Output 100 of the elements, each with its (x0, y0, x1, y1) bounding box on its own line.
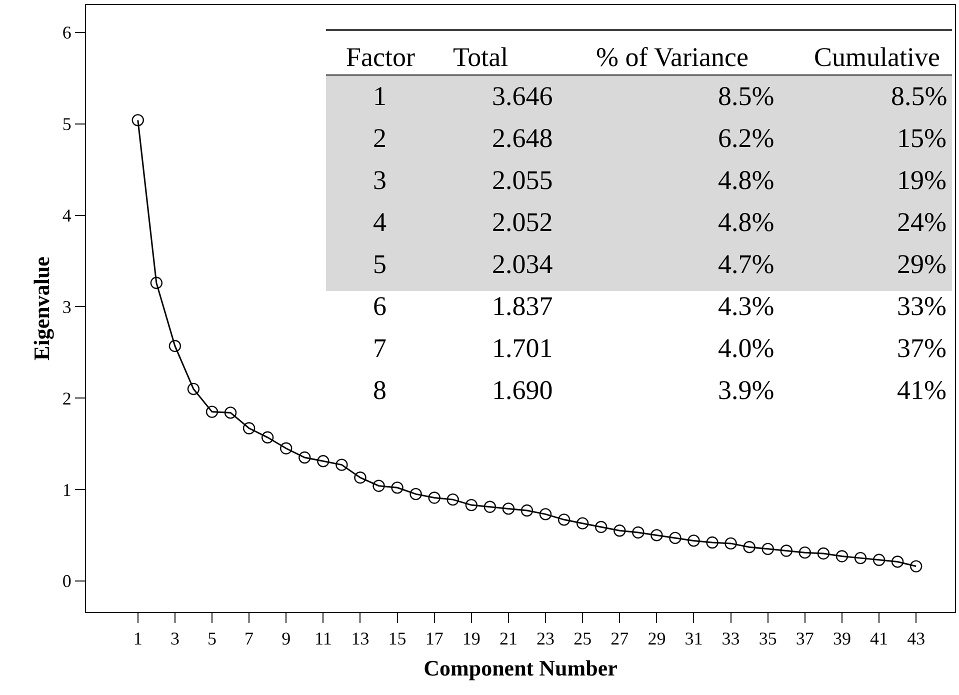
annotation: 37% (897, 333, 946, 363)
annotation: 6 (373, 291, 386, 321)
x-tick-label: 19 (462, 628, 480, 649)
point (650, 529, 663, 542)
point (502, 502, 515, 515)
annotation: 4.3% (718, 291, 774, 321)
point (762, 542, 774, 556)
annotation: 15% (897, 123, 946, 153)
point (150, 276, 163, 289)
point (539, 508, 552, 520)
x-tick-label: 25 (574, 628, 592, 649)
point (780, 544, 792, 557)
y-tick-label: 3 (62, 296, 72, 317)
y-tick-label: 6 (62, 22, 72, 43)
x-tick-label: 37 (796, 628, 814, 649)
annotation: 4.8% (718, 207, 774, 237)
x-tick-label: 17 (425, 628, 444, 649)
point (520, 504, 534, 517)
annotation: 8 (373, 375, 386, 405)
annotation: 8.5% (891, 81, 948, 111)
annotation: 4 (373, 207, 387, 237)
y-tick-label: 0 (62, 571, 72, 592)
x-tick-label: 31 (684, 628, 703, 649)
y-tick-label: 5 (62, 114, 72, 134)
point (224, 406, 237, 419)
x-tick-label: 9 (282, 628, 291, 649)
annotation: 19% (897, 165, 946, 195)
y-axis-title: Eigenvalue (29, 256, 54, 360)
point (391, 482, 404, 494)
point (261, 431, 274, 444)
annotation: 29% (897, 249, 946, 279)
point (372, 480, 385, 492)
annotation: 2.034 (492, 249, 554, 279)
annotation: 3.646 (492, 81, 553, 111)
point (614, 524, 626, 537)
x-tick-label: 5 (208, 628, 216, 649)
annotation: 1 (373, 81, 386, 111)
point (336, 458, 348, 471)
x-tick-label: 21 (499, 628, 518, 649)
point (724, 537, 737, 550)
point (168, 340, 182, 352)
annotation: 8.5% (718, 81, 774, 111)
point (428, 492, 440, 504)
point (280, 442, 292, 454)
annotation: % of Variance (596, 42, 748, 72)
y-tick-label: 2 (62, 388, 72, 408)
annotation: 2.648 (492, 123, 553, 153)
x-tick-label: 43 (907, 628, 926, 649)
point (854, 552, 867, 564)
annotation: 4.7% (718, 249, 774, 279)
point (891, 556, 904, 568)
point (669, 532, 682, 544)
point (298, 451, 311, 464)
x-tick-label: 13 (351, 628, 370, 649)
annotation: 1.690 (492, 375, 553, 405)
y-tick-label: 1 (62, 480, 72, 500)
point (706, 536, 718, 549)
point (484, 500, 496, 513)
annotation: Total (453, 42, 508, 72)
point (817, 547, 830, 560)
point (317, 455, 330, 468)
point (836, 550, 848, 562)
x-tick-label: 15 (388, 628, 406, 649)
point (743, 540, 756, 554)
point (242, 422, 256, 434)
x-tick-label: 23 (536, 628, 555, 649)
annotation: 6.2% (718, 123, 774, 153)
point (354, 472, 366, 484)
annotation: 1.837 (492, 291, 553, 321)
x-tick-label: 27 (610, 628, 629, 649)
annotation: 2 (373, 123, 386, 153)
x-tick-label: 33 (722, 628, 740, 649)
x-tick-label: 7 (244, 628, 254, 649)
point (576, 517, 589, 530)
annotation: 33% (897, 291, 946, 321)
annotation: Cumulative (814, 42, 940, 72)
x-tick-label: 1 (133, 628, 142, 649)
annotation: 7 (373, 333, 386, 363)
annotation: 4.0% (718, 333, 774, 363)
point (595, 520, 608, 534)
point (187, 382, 200, 396)
x-tick-label: 41 (870, 628, 888, 649)
point (206, 406, 218, 418)
annotation: 24% (897, 207, 946, 237)
point (798, 546, 812, 559)
point (910, 560, 922, 572)
point (872, 554, 886, 566)
annotation: Factor (346, 42, 415, 72)
annotation: 1.701 (492, 333, 553, 363)
annotation: 3.9% (718, 375, 774, 405)
point (410, 488, 422, 500)
x-tick-label: 35 (758, 628, 777, 649)
annotation: 41% (897, 375, 946, 405)
point (688, 534, 700, 547)
annotation: 2.055 (492, 165, 553, 195)
annotation: 3 (373, 165, 386, 195)
point (558, 514, 570, 526)
point (632, 526, 644, 539)
point (446, 493, 459, 506)
y-tick-label: 4 (62, 206, 72, 226)
